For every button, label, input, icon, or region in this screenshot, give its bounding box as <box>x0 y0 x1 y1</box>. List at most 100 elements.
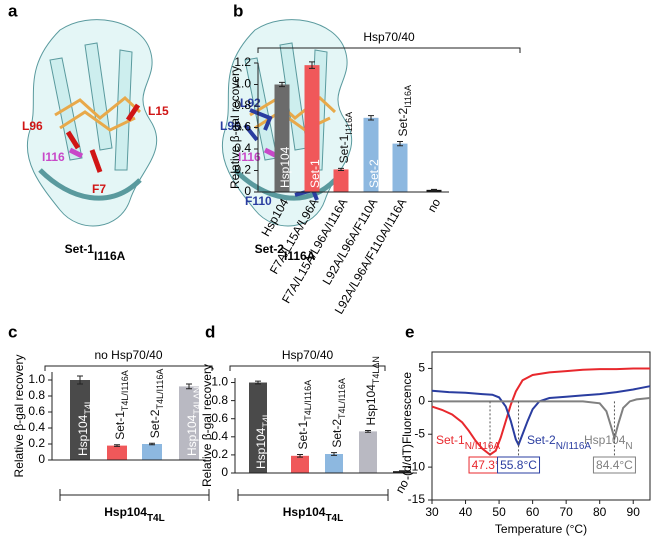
bar <box>291 455 309 473</box>
annotation-label: 55.8°C <box>500 458 537 472</box>
error-bar <box>368 115 374 121</box>
y-tick-label: 0.4 <box>28 420 45 434</box>
y-tick-label: 0.8 <box>28 388 45 402</box>
group-label: Hsp104T4L <box>283 505 343 524</box>
series-label-sub: N <box>625 441 632 452</box>
bar-label-main: Set-1 <box>113 411 127 440</box>
series-label: Set-1N/I116A <box>436 433 500 452</box>
bar-label-main: Set-2 <box>148 409 162 438</box>
structure-left <box>26 19 158 227</box>
x-tick-label: 30 <box>425 505 439 519</box>
y-tick-label: 0 <box>418 394 425 408</box>
y-tick-label: 0.2 <box>211 447 228 461</box>
residue-label: L96 <box>220 119 241 133</box>
residue-label: L96 <box>22 119 43 133</box>
bar-label-sub: T4L/I116A <box>337 378 347 419</box>
group-bracket <box>59 489 210 501</box>
error-bar <box>77 375 83 385</box>
residue-label: F7 <box>92 182 106 196</box>
bar-label-sub: T4L <box>261 412 271 428</box>
structure-caption-main: Set-1 <box>65 242 95 256</box>
error-bar <box>397 140 403 147</box>
bar-label: Set-1 <box>308 159 322 188</box>
bar <box>179 386 199 460</box>
error-bar <box>114 444 120 447</box>
group-label-sub: T4L <box>325 513 343 524</box>
series-label-sub: N/I116A <box>465 441 501 452</box>
line-series <box>431 385 651 448</box>
bar-label-sub: T4LΔN <box>371 356 381 384</box>
error-bar <box>149 442 155 446</box>
bar <box>333 169 349 192</box>
annotation-label: 84.4°C <box>596 458 633 472</box>
bar-label: Set-2T4L/I116A <box>330 378 347 448</box>
bar-label-main: Set-1 <box>308 159 322 188</box>
group-label-sub: T4L <box>147 513 165 524</box>
series-label-sub: N/I116A <box>556 441 592 452</box>
bracket-label: Hsp70/40 <box>363 30 415 44</box>
group-label-main: Hsp104 <box>104 505 147 519</box>
x-tick-label: no <box>393 477 412 496</box>
annotation-box <box>497 456 541 474</box>
y-tick-label: 0.8 <box>211 393 228 407</box>
residue-label: F110 <box>245 194 272 208</box>
y-tick-label: 1.0 <box>28 372 45 386</box>
x-tick-label: 90 <box>627 505 641 519</box>
bar <box>359 431 377 473</box>
y-axis-label: -(d/dT)Fluorescence <box>400 372 414 480</box>
bar-label-main: Hsp104 <box>278 146 292 188</box>
bar-label: Set-1T4L/I116A <box>113 370 130 440</box>
error-bar <box>338 167 344 171</box>
y-tick-label: 0.4 <box>211 429 228 443</box>
annotation-box <box>592 456 636 474</box>
bar <box>142 444 162 460</box>
y-axis-label: Relative β-gal recovery <box>12 355 26 478</box>
residue-label: I116 <box>238 150 261 164</box>
bracket-label: no Hsp70/40 <box>94 348 162 362</box>
y-tick-label: 1.0 <box>234 77 251 91</box>
error-bar <box>279 81 285 88</box>
group-label-main: Hsp104 <box>283 505 326 519</box>
y-tick-label: 0 <box>221 465 228 479</box>
bar-label: Hsp104T4L <box>254 412 271 469</box>
bracket <box>44 365 213 371</box>
y-tick-label: 0.6 <box>211 411 228 425</box>
bar-label: Hsp104T4LΔN <box>364 356 381 425</box>
bracket <box>229 365 386 371</box>
structure-caption: Set-1I116A <box>65 242 126 263</box>
bar-label-main: Hsp104 <box>364 384 378 426</box>
plot-frame <box>431 351 651 501</box>
error-bar <box>365 429 371 433</box>
group-bracket <box>237 489 389 501</box>
y-axis-label: Relative β-gal recovery <box>200 364 214 487</box>
structure-caption: Set-2I116A <box>255 242 316 263</box>
bar-label-sub: I116A <box>344 112 354 135</box>
bracket-label: Hsp70/40 <box>282 348 334 362</box>
error-bar <box>186 383 192 390</box>
bar-label-sub: I116A <box>403 85 413 108</box>
panel-letter: e <box>405 322 414 341</box>
x-tick-label: 60 <box>526 505 540 519</box>
bar <box>249 382 267 473</box>
residue-label: L92 <box>240 96 261 110</box>
group-label: Hsp104T4L <box>104 505 164 524</box>
y-tick-label: -15 <box>408 492 426 506</box>
error-bar <box>431 188 437 191</box>
residue-label: I116 <box>42 150 65 164</box>
y-tick-label: 1.0 <box>211 375 228 389</box>
x-axis-label: Temperature (°C) <box>495 522 587 536</box>
error-bar <box>297 453 303 458</box>
panel-letter: a <box>8 1 18 20</box>
panel-letter: c <box>8 322 17 341</box>
x-tick-label: 50 <box>492 505 506 519</box>
bar-label: Set-1I116A <box>337 112 354 164</box>
bar-label-sub: T4L <box>83 399 93 415</box>
x-tick-label: 70 <box>559 505 573 519</box>
panel-letter: d <box>205 322 215 341</box>
x-tick-label: 40 <box>459 505 473 519</box>
series-label-main: Hsp104 <box>584 433 626 447</box>
error-bar <box>255 380 261 385</box>
bar <box>325 454 343 473</box>
error-bar <box>399 470 405 473</box>
